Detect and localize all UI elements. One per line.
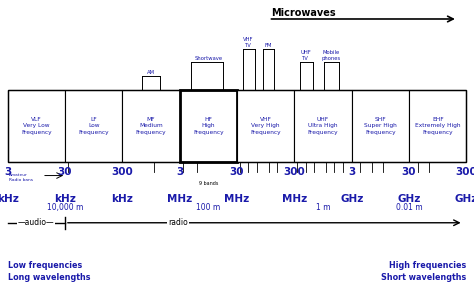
Text: MF
Medium
Frequency: MF Medium Frequency <box>136 117 166 135</box>
Text: kHz: kHz <box>0 194 18 204</box>
Text: kHz: kHz <box>111 194 133 204</box>
Text: AM: AM <box>147 70 155 75</box>
Text: 3: 3 <box>4 167 11 177</box>
Text: —audio—: —audio— <box>18 218 55 227</box>
Text: 30: 30 <box>402 167 416 177</box>
Text: 9 bands: 9 bands <box>199 181 218 185</box>
Text: 3: 3 <box>176 167 183 177</box>
Text: Shortwave: Shortwave <box>194 56 222 61</box>
Text: Low frequencies
Long wavelengths: Low frequencies Long wavelengths <box>8 261 90 282</box>
Text: 300: 300 <box>111 167 133 177</box>
Text: 100 m: 100 m <box>196 203 220 212</box>
Text: MHz: MHz <box>167 194 192 204</box>
Text: 3: 3 <box>348 167 356 177</box>
Bar <box>122 90 180 162</box>
Text: 30: 30 <box>230 167 244 177</box>
Text: kHz: kHz <box>54 194 76 204</box>
Text: 1 m: 1 m <box>316 203 330 212</box>
Text: HF
High
Frequency: HF High Frequency <box>193 117 224 135</box>
Text: SHF
Super High
Frequency: SHF Super High Frequency <box>364 117 397 135</box>
Text: GHz: GHz <box>397 194 421 204</box>
Bar <box>237 90 294 162</box>
Bar <box>8 90 65 162</box>
Text: Mobile
phones: Mobile phones <box>322 51 341 61</box>
Text: Microwaves: Microwaves <box>272 8 336 18</box>
Text: 0.01 m: 0.01 m <box>396 203 422 212</box>
Text: 10,000 m: 10,000 m <box>47 203 83 212</box>
Bar <box>180 90 237 162</box>
Text: LF
Low
Frequency: LF Low Frequency <box>78 117 109 135</box>
Text: High frequencies
Short wavelengths: High frequencies Short wavelengths <box>381 261 466 282</box>
Bar <box>352 90 409 162</box>
Bar <box>65 90 122 162</box>
Text: VHF
Very High
Frequency: VHF Very High Frequency <box>250 117 281 135</box>
Bar <box>294 90 352 162</box>
Text: UHF
TV: UHF TV <box>301 51 311 61</box>
Text: GHz: GHz <box>340 194 364 204</box>
Text: MHz: MHz <box>224 194 250 204</box>
Text: Amateur
Radio bans: Amateur Radio bans <box>9 173 33 182</box>
Text: EHF
Extremely High
Frequency: EHF Extremely High Frequency <box>415 117 460 135</box>
Text: 30: 30 <box>58 167 72 177</box>
Text: 300: 300 <box>283 167 305 177</box>
Text: GHz: GHz <box>455 194 474 204</box>
Text: UHF
Ultra High
Frequency: UHF Ultra High Frequency <box>308 117 338 135</box>
Text: FM: FM <box>265 43 272 47</box>
Text: 300: 300 <box>456 167 474 177</box>
Text: MHz: MHz <box>282 194 307 204</box>
Text: VLF
Very Low
Frequency: VLF Very Low Frequency <box>21 117 52 135</box>
Bar <box>409 90 466 162</box>
Text: VHF
TV: VHF TV <box>243 37 254 47</box>
Text: radio: radio <box>168 218 188 227</box>
Bar <box>8 90 466 162</box>
